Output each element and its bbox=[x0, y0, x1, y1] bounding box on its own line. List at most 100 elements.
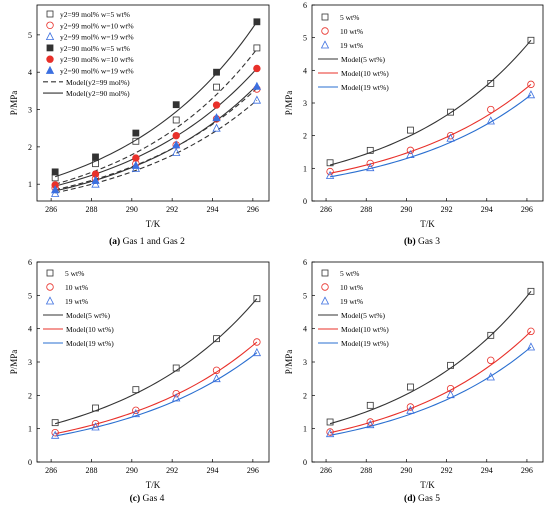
data-point bbox=[407, 126, 414, 134]
x-tick-label: 288 bbox=[360, 466, 372, 475]
data-point bbox=[366, 419, 375, 429]
data-series bbox=[51, 95, 262, 197]
legend: 5 wt% 10 wt% 19 wt% Model(5 wt%) Model(10 wt… bbox=[318, 13, 389, 92]
legend-label: y2=99 mol% w=10 wt% bbox=[60, 21, 134, 30]
data-point bbox=[366, 401, 374, 409]
x-tick-label: 292 bbox=[166, 466, 178, 475]
legend: 5 wt% 10 wt% 19 wt% Model(5 wt%) Model(10 wt… bbox=[318, 269, 389, 348]
legend-label: Model(19 wt%) bbox=[341, 83, 389, 92]
legend-marker bbox=[46, 55, 54, 63]
plot-frame bbox=[36, 261, 270, 463]
data-point bbox=[213, 68, 220, 76]
x-tick-label: 294 bbox=[481, 466, 493, 475]
legend-marker bbox=[45, 65, 55, 74]
data-point bbox=[172, 364, 180, 372]
chart-panel-d: 286 288 290 292 294 296 0 1 2 3 4 5 6 T/K P/MPa (d) Gas… bbox=[284, 258, 544, 504]
model-curve bbox=[55, 87, 258, 191]
caption-text: Gas 5 bbox=[418, 494, 440, 504]
legend-label: Model(y2=90 mol%) bbox=[66, 89, 130, 98]
data-point bbox=[91, 422, 100, 431]
legend-label: Model(10 wt%) bbox=[341, 325, 389, 334]
y-tick-label: 4 bbox=[28, 325, 32, 334]
model-curve bbox=[55, 68, 258, 187]
legend-label: Model(19 wt%) bbox=[341, 339, 389, 348]
x-tick-label: 290 bbox=[400, 466, 412, 475]
data-point bbox=[252, 95, 262, 104]
y-axis-label: P/MPa bbox=[284, 350, 294, 375]
data-point bbox=[91, 175, 100, 184]
x-axis-label: T/K bbox=[146, 480, 161, 490]
y-tick-label: 6 bbox=[303, 258, 307, 267]
x-axis-label: T/K bbox=[420, 480, 435, 490]
y-tick-label: 3 bbox=[28, 358, 32, 367]
data-point bbox=[131, 160, 141, 169]
data-point bbox=[446, 133, 455, 142]
data-point bbox=[131, 408, 141, 418]
data-point bbox=[527, 327, 535, 336]
data-point bbox=[326, 167, 334, 176]
legend-marker bbox=[320, 40, 330, 49]
x-tick-label: 292 bbox=[441, 466, 453, 475]
data-point bbox=[527, 287, 535, 295]
data-point bbox=[132, 137, 140, 145]
legend-label: Model(10 wt%) bbox=[341, 69, 389, 78]
data-point bbox=[487, 105, 495, 114]
y-tick-label: 4 bbox=[303, 325, 307, 334]
x-tick-label: 296 bbox=[247, 205, 259, 214]
plot-frame bbox=[36, 4, 270, 202]
model-curve bbox=[329, 330, 532, 434]
data-series bbox=[51, 44, 261, 182]
model-curve bbox=[55, 341, 258, 435]
data-series bbox=[326, 80, 535, 176]
y-tick-label: 0 bbox=[303, 197, 307, 206]
y-tick-label: 5 bbox=[28, 31, 32, 40]
x-tick-label: 292 bbox=[166, 205, 178, 214]
data-point bbox=[407, 383, 414, 391]
legend-marker bbox=[46, 21, 54, 29]
data-series bbox=[326, 287, 535, 426]
y-axis-label: P/MPa bbox=[284, 91, 294, 116]
model-curve bbox=[329, 83, 532, 174]
model-curve bbox=[329, 39, 532, 166]
data-point bbox=[212, 373, 221, 383]
caption-tag: (d) bbox=[404, 493, 416, 504]
model-curve bbox=[329, 290, 532, 425]
data-point bbox=[326, 418, 334, 426]
caption-tag: (a) bbox=[109, 236, 120, 247]
y-axis-label: P/MPa bbox=[9, 350, 19, 375]
data-point bbox=[253, 44, 261, 52]
model-curve bbox=[55, 298, 258, 425]
data-point bbox=[486, 372, 495, 381]
y-tick-label: 5 bbox=[303, 291, 307, 300]
data-point bbox=[325, 170, 335, 179]
y-tick-label: 5 bbox=[303, 34, 307, 43]
data-point bbox=[172, 389, 180, 398]
data-point bbox=[366, 146, 374, 154]
caption-text: Gas 3 bbox=[418, 237, 440, 247]
chart-panel-b: 286 288 290 292 294 296 0 1 2 3 4 5 6 T/K P/MPa (b) Gas… bbox=[284, 1, 544, 247]
data-series bbox=[326, 327, 535, 436]
data-point bbox=[406, 403, 415, 411]
data-point bbox=[486, 116, 495, 125]
data-point bbox=[326, 159, 334, 167]
model-curve bbox=[55, 48, 258, 185]
data-series bbox=[51, 338, 261, 437]
legend-label: Model(5 wt%) bbox=[341, 311, 385, 320]
data-point bbox=[172, 393, 181, 402]
panel-caption: (a) Gas 1 and Gas 2 bbox=[109, 236, 185, 247]
data-point bbox=[526, 90, 536, 99]
data-series bbox=[51, 18, 261, 176]
x-tick-label: 292 bbox=[441, 205, 453, 214]
data-point bbox=[527, 80, 535, 89]
legend-label: Model(10 wt%) bbox=[66, 325, 114, 334]
y-tick-label: 5 bbox=[28, 291, 32, 300]
y-tick-label: 0 bbox=[303, 458, 307, 467]
x-axis-label: T/K bbox=[420, 219, 435, 229]
legend-label: 19 wt% bbox=[340, 297, 363, 306]
data-point bbox=[447, 361, 455, 369]
data-point bbox=[366, 418, 374, 426]
data-point bbox=[92, 160, 99, 168]
caption-tag: (b) bbox=[404, 236, 416, 247]
data-point bbox=[406, 405, 415, 414]
